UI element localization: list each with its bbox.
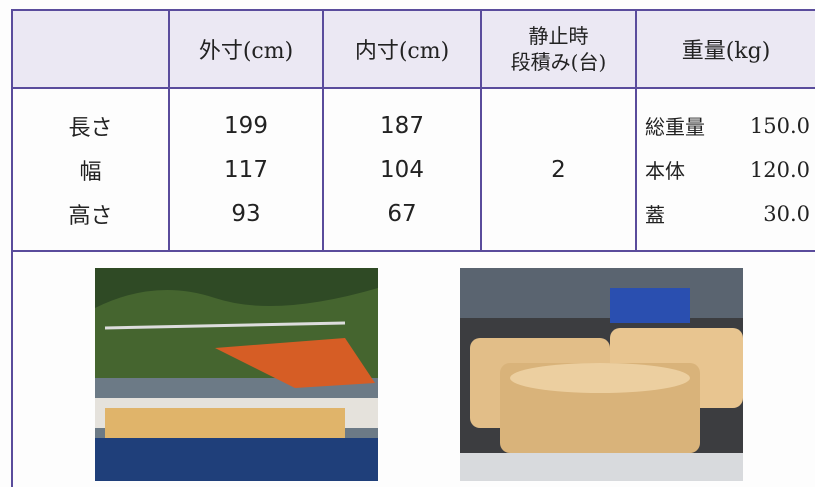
- border: [635, 9, 637, 252]
- photo-left: [95, 268, 378, 481]
- weight-row: 本体 120.0: [645, 148, 810, 192]
- border: [11, 9, 13, 487]
- header-line: 段積み(台): [510, 50, 607, 74]
- inner-value: 104: [380, 156, 424, 183]
- weight-row: 総重量 150.0: [645, 104, 810, 148]
- border: [480, 9, 482, 252]
- weight-label: 本体: [645, 159, 685, 183]
- weight-label: 蓋: [645, 203, 665, 227]
- inner-column: 187 104 67: [324, 97, 480, 242]
- header-cell: 重量(kg): [681, 39, 771, 64]
- header-line: 静止時: [528, 24, 589, 48]
- border: [322, 9, 324, 252]
- row-label: 長さ: [68, 115, 113, 141]
- label-column: 長さ幅高さ: [13, 97, 168, 242]
- border: [12, 87, 815, 89]
- outer-value: 93: [231, 200, 261, 227]
- border: [12, 250, 815, 252]
- border: [12, 9, 815, 11]
- row-label: 幅: [79, 159, 102, 185]
- weight-value: 150.0: [749, 113, 810, 138]
- weight-label: 総重量: [645, 115, 705, 139]
- outer-value: 117: [224, 156, 268, 183]
- header-cell: 外寸(cm): [198, 39, 294, 64]
- inner-value: 67: [387, 200, 417, 227]
- outer-column: 199 117 93: [170, 97, 322, 242]
- weight-row: 蓋 30.0: [645, 192, 810, 236]
- header-cell: 静止時 段積み(台): [482, 11, 635, 87]
- header-cell: 内寸(cm): [354, 39, 450, 64]
- header-bg: [12, 10, 815, 88]
- outer-value: 199: [224, 112, 268, 139]
- inner-value: 187: [380, 112, 424, 139]
- weight-value: 120.0: [749, 157, 810, 182]
- weight-value: 30.0: [763, 201, 810, 226]
- weight-column: 総重量 150.0 本体 120.0 蓋 30.0: [645, 97, 810, 242]
- row-label: 高さ: [68, 203, 113, 229]
- border: [168, 9, 170, 252]
- photo-right: [460, 268, 743, 481]
- stack-value: 2: [551, 156, 566, 183]
